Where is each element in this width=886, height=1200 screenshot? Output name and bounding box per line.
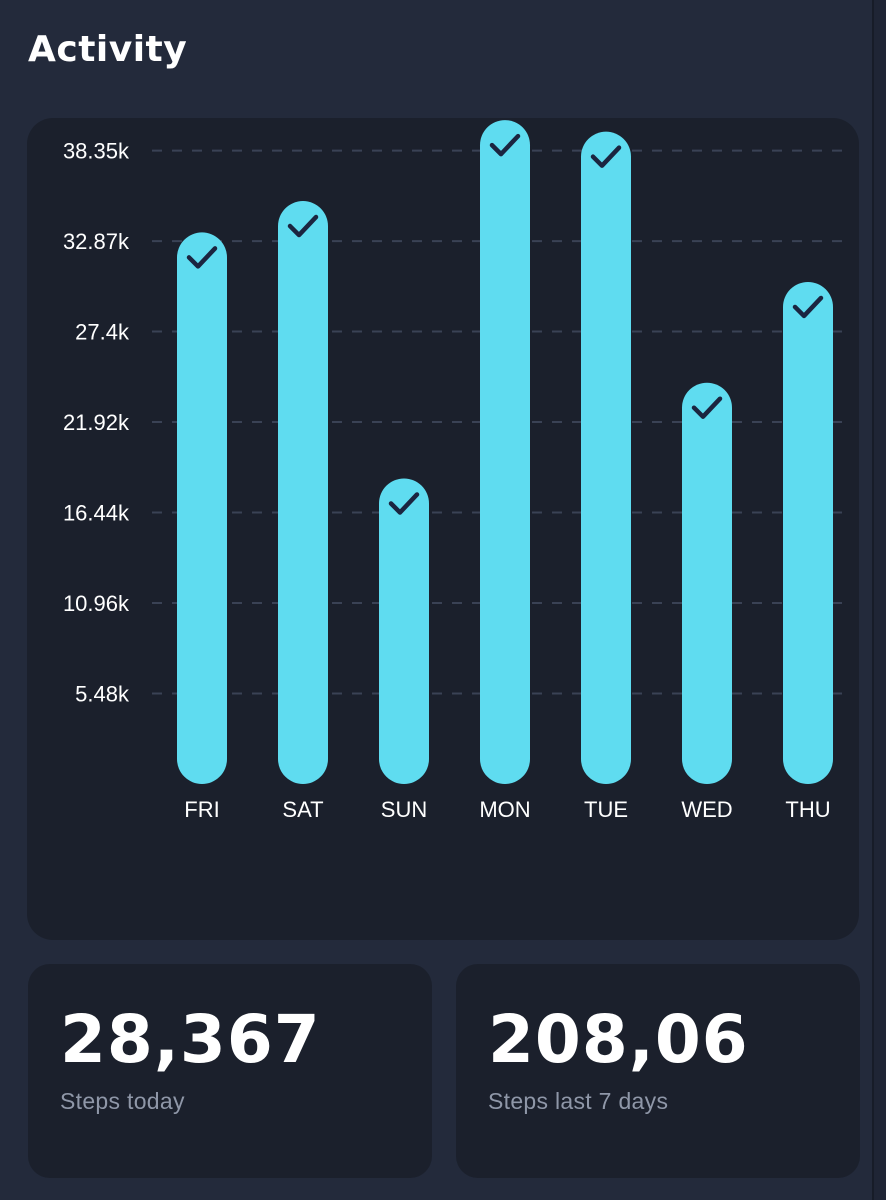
x-category-label: SAT bbox=[282, 797, 323, 822]
screen-edge-divider bbox=[872, 0, 874, 1200]
activity-chart-card: 5.48k 10.96k 16.44k 21.92k 27.4k 32.87k 38.35k… bbox=[27, 118, 859, 940]
y-tick-label: 27.4k bbox=[75, 320, 130, 345]
steps-today-value: 28,367 bbox=[60, 1001, 321, 1078]
y-tick-label: 5.48k bbox=[75, 682, 130, 707]
check-icon bbox=[590, 145, 622, 168]
steps-today-card[interactable]: 28,367 Steps today bbox=[28, 964, 432, 1178]
check-icon bbox=[792, 295, 824, 319]
x-category-label: SUN bbox=[381, 797, 427, 822]
check-icon bbox=[287, 214, 319, 238]
page-title: Activity bbox=[28, 29, 188, 70]
check-icon bbox=[388, 492, 420, 515]
x-category-label: THU bbox=[785, 797, 830, 822]
steps-week-value: 208,06 bbox=[488, 1002, 749, 1078]
check-icon bbox=[186, 246, 218, 269]
steps-week-label: Steps last 7 days bbox=[488, 1088, 669, 1114]
steps-bar-chart: 5.48k 10.96k 16.44k 21.92k 27.4k 32.87k 38.35k… bbox=[63, 120, 847, 822]
bar-tue bbox=[581, 131, 631, 785]
x-category-label: TUE bbox=[584, 797, 628, 822]
x-category-label: MON bbox=[479, 797, 530, 822]
bar-mon bbox=[480, 120, 530, 784]
x-category-label: WED bbox=[681, 797, 732, 822]
steps-today-label: Steps today bbox=[60, 1088, 185, 1114]
y-tick-label: 10.96k bbox=[63, 591, 130, 616]
bar-sun bbox=[379, 478, 429, 784]
check-icon bbox=[489, 133, 521, 157]
x-category-label: FRI bbox=[184, 797, 219, 822]
bar-sat bbox=[278, 201, 328, 784]
bar-thu bbox=[783, 281, 833, 784]
bar-wed bbox=[682, 382, 732, 784]
bar-fri bbox=[177, 232, 227, 784]
screen-edge-panel bbox=[874, 0, 886, 1200]
steps-week-card[interactable]: 208,06 Steps last 7 days bbox=[456, 964, 860, 1178]
y-tick-label: 38.35k bbox=[63, 139, 130, 164]
check-icon bbox=[691, 396, 723, 419]
y-tick-label: 21.92k bbox=[63, 410, 130, 435]
y-tick-label: 32.87k bbox=[63, 229, 130, 254]
y-tick-label: 16.44k bbox=[63, 501, 130, 526]
